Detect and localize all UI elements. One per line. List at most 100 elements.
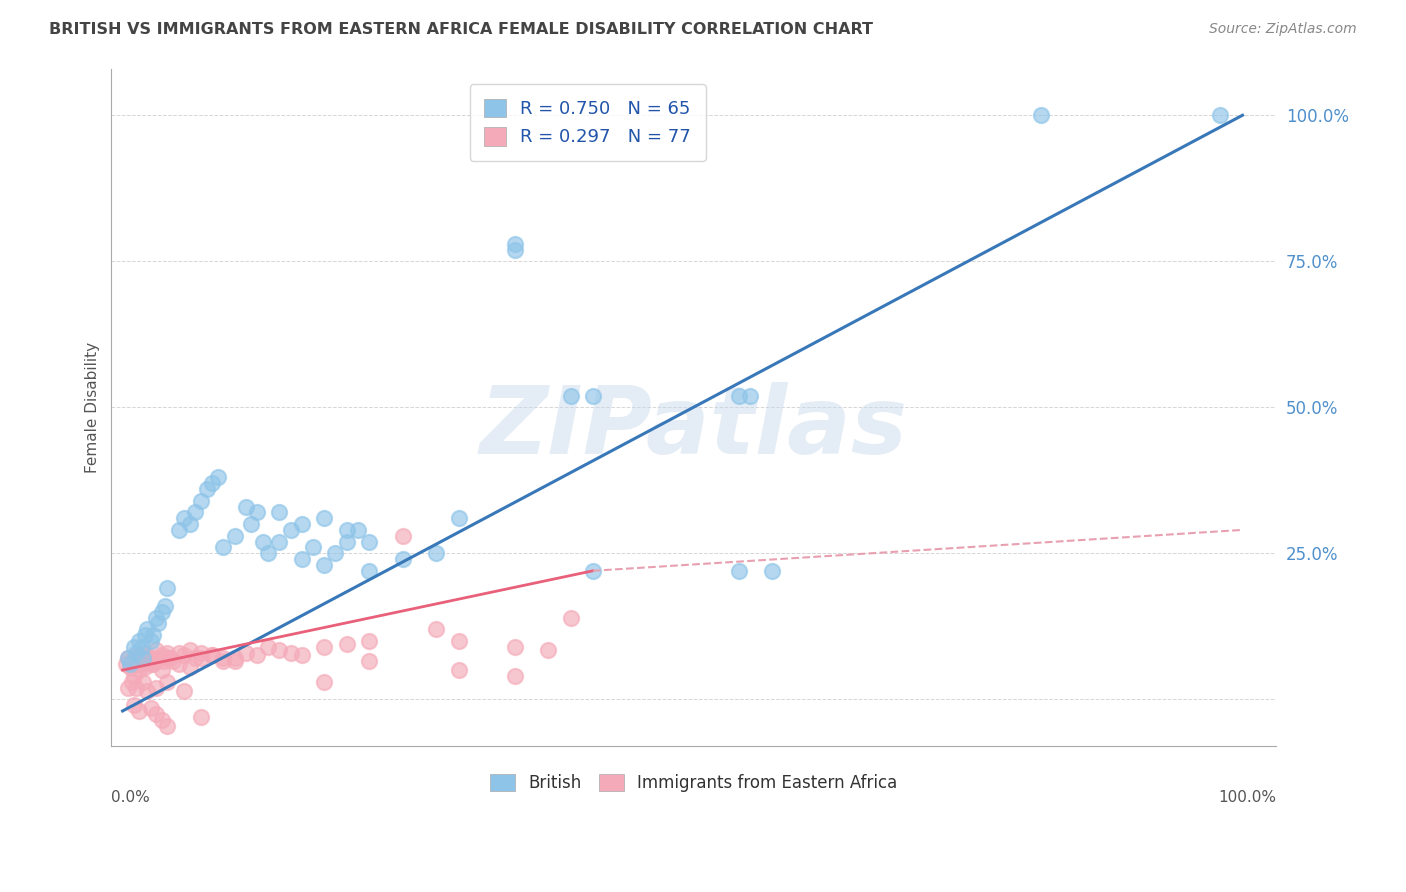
Point (325, 546, 347, 560)
Point (503, 640, 526, 654)
Point (120, 657, 142, 672)
Point (190, 651, 212, 665)
Point (207, 470, 229, 484)
Point (139, 657, 162, 672)
Point (224, 651, 246, 665)
Point (447, 511, 470, 525)
Point (1209, 108, 1232, 122)
Point (139, 633, 162, 648)
Point (122, 698, 145, 712)
Point (346, 523, 368, 537)
Point (134, 660, 156, 674)
Point (173, 648, 195, 663)
Point (159, 651, 181, 665)
Point (212, 651, 235, 665)
Point (173, 683, 195, 698)
Point (134, 646, 156, 660)
Point (727, 388, 749, 402)
Point (179, 660, 201, 674)
Point (150, 713, 173, 727)
Point (212, 654, 235, 668)
Point (122, 640, 145, 654)
Point (190, 646, 212, 660)
Point (184, 651, 207, 665)
Point (156, 674, 179, 689)
Point (128, 654, 150, 668)
Point (314, 558, 336, 572)
Point (156, 718, 179, 732)
Point (391, 552, 413, 566)
Text: 100.0%: 100.0% (1218, 790, 1277, 805)
Text: 0.0%: 0.0% (111, 790, 150, 805)
Point (425, 546, 447, 560)
Point (280, 523, 302, 537)
Point (582, 564, 605, 578)
Point (336, 534, 359, 549)
Point (173, 511, 195, 525)
Point (201, 648, 224, 663)
Point (425, 622, 447, 636)
Point (128, 633, 150, 648)
Point (357, 633, 380, 648)
Point (240, 517, 263, 532)
Point (447, 633, 470, 648)
Point (391, 529, 413, 543)
Point (150, 648, 173, 663)
Point (447, 663, 470, 677)
Point (129, 657, 152, 672)
Point (136, 622, 159, 636)
Point (224, 529, 246, 543)
Point (115, 657, 138, 672)
Point (145, 706, 167, 721)
Point (291, 552, 314, 566)
Point (1029, 108, 1052, 122)
Point (136, 654, 159, 668)
Point (145, 642, 167, 657)
Point (357, 654, 380, 668)
Point (314, 640, 336, 654)
Point (582, 388, 605, 402)
Point (131, 651, 153, 665)
Point (269, 505, 291, 519)
Point (269, 642, 291, 657)
Point (184, 505, 207, 519)
Point (357, 534, 380, 549)
Point (136, 683, 159, 698)
Point (153, 654, 176, 668)
Point (503, 669, 526, 683)
Point (121, 654, 143, 668)
Point (128, 704, 150, 718)
Point (167, 523, 190, 537)
Point (145, 610, 167, 624)
Point (727, 564, 749, 578)
Point (201, 476, 224, 491)
Point (128, 663, 150, 677)
Point (314, 674, 336, 689)
Point (252, 534, 274, 549)
Point (537, 642, 560, 657)
Point (145, 654, 167, 668)
Point (357, 564, 380, 578)
Point (336, 637, 359, 651)
Point (560, 610, 582, 624)
Point (280, 646, 302, 660)
Point (269, 534, 291, 549)
Point (179, 517, 201, 532)
Point (314, 511, 336, 525)
Point (125, 646, 148, 660)
Point (156, 651, 179, 665)
Point (139, 651, 162, 665)
Point (132, 648, 155, 663)
Point (150, 605, 173, 619)
Point (212, 541, 235, 555)
Point (190, 710, 212, 724)
Point (156, 582, 179, 596)
Point (139, 701, 162, 715)
Point (131, 640, 153, 654)
Point (125, 657, 148, 672)
Point (122, 651, 145, 665)
Point (134, 628, 156, 642)
Point (201, 648, 224, 663)
Point (738, 388, 761, 402)
Point (291, 517, 314, 532)
